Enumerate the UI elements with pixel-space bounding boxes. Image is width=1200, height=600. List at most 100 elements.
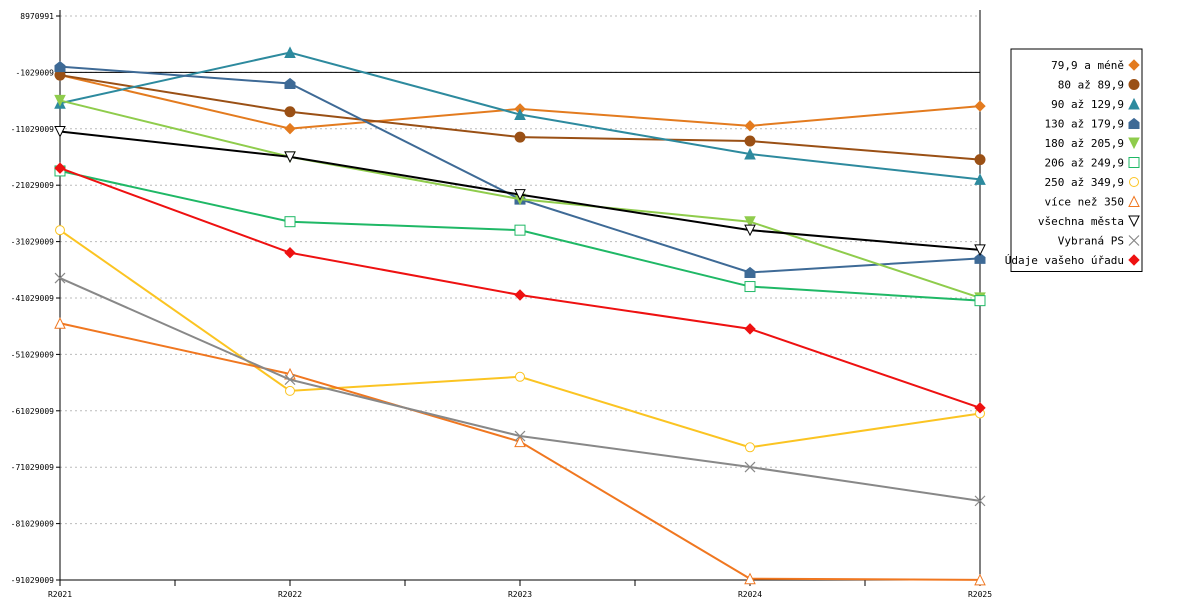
legend-label: všechna města (1038, 215, 1124, 228)
data-point (974, 252, 986, 264)
series-line (59, 74, 981, 130)
y-tick-label: -91029009 (11, 576, 55, 585)
legend-marker (1128, 235, 1140, 246)
data-point (744, 572, 756, 585)
data-point (974, 173, 986, 185)
data-point (284, 247, 296, 259)
series-6 (55, 225, 985, 453)
y-tick-label: -61029009 (11, 407, 55, 416)
legend-label: více než 350 (1045, 196, 1124, 209)
data-point (744, 120, 756, 132)
data-point (284, 77, 296, 90)
y-tick-label: 8970991 (20, 12, 54, 21)
series-5 (54, 165, 986, 307)
data-point (974, 100, 986, 112)
data-point (284, 216, 296, 228)
data-point (515, 371, 525, 382)
series-8 (54, 125, 986, 257)
legend-label: 180 až 205,9 (1045, 137, 1124, 150)
data-point (514, 289, 526, 301)
data-point (744, 323, 756, 335)
y-tick-label: -31029009 (11, 238, 55, 247)
legend-label: 90 až 129,9 (1051, 98, 1124, 111)
series-10 (54, 162, 986, 414)
y-tick-label: -51029009 (11, 350, 55, 359)
data-point (744, 147, 756, 160)
data-point (514, 108, 526, 121)
legend-label: 80 až 89,9 (1058, 79, 1124, 92)
y-tick-label: -11029009 (11, 125, 55, 134)
legend-marker (1128, 137, 1140, 150)
data-point (55, 225, 65, 236)
data-point (514, 435, 526, 448)
data-point (744, 216, 756, 228)
legend-marker (1128, 195, 1140, 207)
legend-label: 250 až 349,9 (1045, 176, 1124, 189)
series-1 (54, 69, 986, 166)
data-point (514, 131, 526, 143)
data-point (744, 135, 756, 147)
data-point (514, 189, 526, 201)
data-point (974, 244, 986, 257)
legend: 79,9 a méně 80 až 89,9 90 až 129,9 130 až 1… (1005, 48, 1143, 272)
y-tick-label: -1029009 (15, 68, 54, 77)
legend-marker (1128, 254, 1140, 266)
legend-box (1010, 48, 1143, 272)
data-point (974, 573, 986, 586)
data-point (744, 266, 756, 278)
data-point (974, 154, 986, 166)
data-point (54, 125, 66, 138)
data-point (284, 151, 296, 163)
data-point (974, 402, 986, 414)
data-point (284, 106, 296, 118)
series-0 (54, 69, 986, 135)
x-tick-label: R2025 (968, 590, 992, 599)
data-point (514, 224, 526, 236)
y-axis-ticks: 8970991 -1029009 -11029009 -21029009 -310290… (11, 12, 60, 585)
data-point (514, 430, 526, 442)
series-7 (54, 317, 986, 586)
y-tick-label: -41029009 (11, 294, 55, 303)
series-line (59, 322, 981, 581)
x-tick-label: R2024 (738, 590, 762, 599)
data-point (54, 272, 66, 284)
legend-marker (1128, 97, 1140, 110)
legend-label: Vybraná PS (1058, 235, 1124, 248)
data-point (744, 461, 756, 473)
data-point (284, 46, 296, 58)
legend-marker (1128, 157, 1140, 168)
series-group (54, 46, 986, 586)
x-tick-label: R2023 (508, 590, 532, 599)
series-2 (54, 46, 986, 185)
data-point (744, 224, 756, 237)
y-tick-label: -81029009 (11, 520, 55, 529)
series-9 (54, 272, 986, 507)
data-point (744, 281, 756, 293)
legend-marker (1128, 215, 1140, 228)
x-axis-ticks: R2021 R2022 R2023 R2024 R2025 (48, 580, 992, 599)
data-point (974, 295, 986, 307)
data-point (745, 442, 755, 453)
x-tick-label: R2021 (48, 590, 72, 599)
data-point (284, 374, 296, 386)
series-3 (54, 60, 986, 278)
legend-marker (1129, 177, 1139, 187)
legend-marker (1128, 79, 1140, 90)
legend-label: 130 až 179,9 (1045, 118, 1124, 131)
legend-marker (1128, 117, 1140, 129)
data-point (285, 385, 295, 396)
legend-marker (1128, 59, 1140, 71)
legend-label: 206 až 249,9 (1045, 157, 1124, 170)
data-point (54, 317, 66, 329)
data-point (54, 162, 66, 174)
legend-label: 79,9 a méně (1051, 59, 1124, 72)
x-tick-label: R2022 (278, 590, 302, 599)
data-point (974, 495, 986, 507)
y-tick-label: -21029009 (11, 181, 55, 190)
y-tick-label: -71029009 (11, 463, 55, 472)
data-point (54, 94, 66, 107)
legend-label: Údaje vašeho úřadu (1005, 254, 1124, 267)
data-point (54, 60, 66, 73)
data-point (284, 122, 296, 135)
